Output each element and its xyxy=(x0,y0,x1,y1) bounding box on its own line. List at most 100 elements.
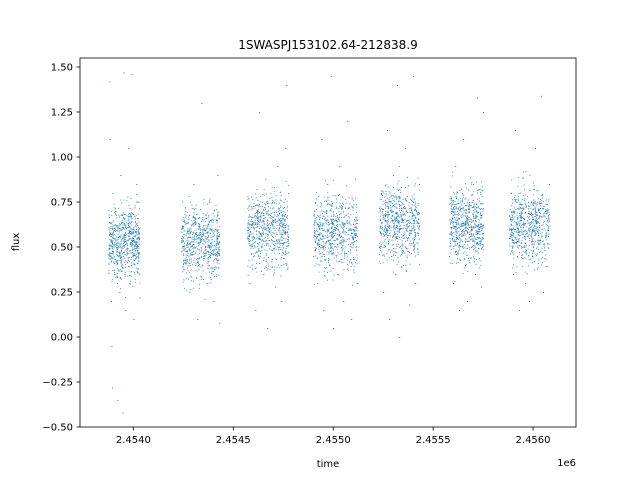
data-point xyxy=(185,223,187,225)
data-point xyxy=(130,252,132,254)
data-point xyxy=(131,231,133,233)
data-point xyxy=(133,240,135,242)
data-point xyxy=(388,243,390,245)
data-point xyxy=(478,189,480,191)
data-point xyxy=(398,223,400,225)
data-point xyxy=(414,248,416,250)
data-point xyxy=(269,214,271,215)
data-point xyxy=(534,231,535,233)
data-point xyxy=(414,231,416,233)
data-point xyxy=(402,235,404,237)
data-point xyxy=(249,236,251,238)
data-point xyxy=(317,242,318,244)
data-point xyxy=(350,230,352,231)
data-point xyxy=(213,215,215,217)
data-point xyxy=(254,246,256,248)
data-point xyxy=(184,259,186,261)
data-point xyxy=(465,220,467,222)
data-point xyxy=(521,217,523,219)
data-point xyxy=(276,227,278,229)
data-point xyxy=(319,260,321,262)
data-point xyxy=(349,261,351,263)
data-point xyxy=(528,239,530,241)
data-point xyxy=(475,251,477,253)
data-point xyxy=(261,232,263,234)
data-point xyxy=(288,237,289,238)
data-point xyxy=(523,231,525,233)
data-point xyxy=(122,247,124,249)
data-point xyxy=(402,245,403,247)
data-point xyxy=(384,246,386,248)
data-point xyxy=(335,230,337,232)
data-point xyxy=(267,222,269,224)
x-tick-label: 2.4550 xyxy=(316,435,351,446)
data-point xyxy=(133,255,135,256)
data-point xyxy=(339,224,341,225)
data-point xyxy=(471,228,473,230)
data-point xyxy=(401,236,403,238)
data-point xyxy=(392,235,394,237)
data-point xyxy=(257,210,258,212)
data-point xyxy=(478,243,480,245)
data-point xyxy=(184,246,186,248)
data-point xyxy=(210,277,212,279)
data-point xyxy=(386,236,388,238)
data-point xyxy=(256,263,258,264)
data-point xyxy=(116,242,118,244)
data-point xyxy=(549,220,550,222)
data-point xyxy=(461,229,463,231)
data-point xyxy=(521,220,523,221)
data-point xyxy=(191,240,193,242)
data-point xyxy=(321,139,323,140)
data-point xyxy=(528,265,530,267)
data-point xyxy=(387,208,389,210)
data-point xyxy=(475,247,477,248)
data-point xyxy=(265,193,267,195)
data-point xyxy=(452,211,454,212)
data-point xyxy=(280,200,282,202)
data-point xyxy=(189,233,191,234)
data-point xyxy=(332,203,334,204)
data-point xyxy=(514,236,516,238)
data-point xyxy=(512,245,514,247)
data-point xyxy=(482,246,484,248)
data-point xyxy=(403,221,405,223)
data-point xyxy=(522,250,524,252)
data-point xyxy=(252,226,254,228)
data-point xyxy=(548,214,550,216)
data-point xyxy=(541,224,543,226)
data-point xyxy=(534,207,536,209)
data-point xyxy=(127,215,129,217)
data-point xyxy=(388,225,390,227)
data-point xyxy=(193,216,195,217)
data-point xyxy=(109,244,111,246)
data-point xyxy=(473,225,475,227)
data-point xyxy=(201,220,203,222)
data-point xyxy=(283,242,285,244)
data-point xyxy=(126,215,128,217)
data-point xyxy=(251,253,253,255)
data-point xyxy=(525,230,527,232)
data-point xyxy=(343,223,345,225)
data-point xyxy=(381,222,383,224)
data-point xyxy=(403,234,405,236)
data-point xyxy=(190,269,192,271)
data-point xyxy=(478,257,480,259)
data-point xyxy=(334,245,336,247)
data-point xyxy=(110,235,112,237)
data-point xyxy=(258,231,260,233)
data-point xyxy=(415,232,417,234)
data-point xyxy=(343,223,344,225)
data-point xyxy=(467,219,469,221)
data-point xyxy=(394,196,396,198)
data-point xyxy=(135,225,137,227)
data-point xyxy=(459,233,461,235)
data-point xyxy=(474,206,476,208)
data-point xyxy=(472,240,473,242)
data-point xyxy=(527,248,529,250)
data-point xyxy=(113,252,114,254)
data-point xyxy=(399,238,401,240)
data-point xyxy=(249,245,251,247)
data-point xyxy=(388,213,390,215)
data-point xyxy=(214,230,216,232)
